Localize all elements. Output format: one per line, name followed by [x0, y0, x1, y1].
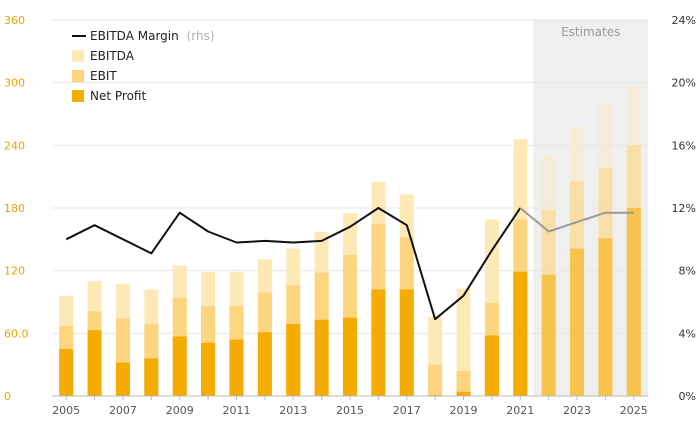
- y-left-tick-label: 180: [4, 202, 25, 215]
- axes: 0 0% 60.0 4% 120 8% 180 12% 240 16% 300 20% 360 24% 20…: [4, 14, 696, 417]
- svg-text:EBITDA Margin (rhs): EBITDA Margin (rhs): [90, 29, 215, 43]
- bar-net-profit: [456, 391, 471, 396]
- bars: [59, 85, 641, 397]
- legend-label-ebitda: EBITDA: [90, 49, 135, 63]
- y-left-tick-label: 360: [4, 14, 25, 27]
- bar-ebitda: [456, 288, 471, 396]
- x-tick-label: 2013: [279, 404, 307, 417]
- y-right-tick-label: 0%: [679, 390, 696, 403]
- x-tick-label: 2015: [336, 404, 364, 417]
- x-tick-label: 2005: [52, 404, 80, 417]
- y-right-tick-label: 20%: [672, 77, 696, 90]
- legend-label-rhs: (rhs): [187, 29, 215, 43]
- legend-swatch-ebit: [72, 70, 84, 82]
- y-right-tick-label: 8%: [679, 265, 696, 278]
- y-left-tick-label: 120: [4, 265, 25, 278]
- bar-ebit: [456, 370, 471, 396]
- x-tick-label: 2007: [109, 404, 137, 417]
- bar-net-profit: [513, 271, 528, 396]
- y-left-tick-label: 60.0: [4, 327, 29, 340]
- legend: EBITDA Margin (rhs) EBITDA EBIT Net Prof…: [72, 29, 215, 103]
- bar-net-profit: [541, 274, 556, 396]
- bar-net-profit: [371, 289, 386, 396]
- x-tick-label: 2009: [166, 404, 194, 417]
- bar-net-profit: [144, 358, 159, 396]
- y-right-tick-label: 12%: [672, 202, 696, 215]
- bar-net-profit: [257, 332, 272, 396]
- x-tick-label: 2023: [563, 404, 591, 417]
- x-tick-label: 2011: [222, 404, 250, 417]
- bar-net-profit: [229, 339, 244, 396]
- ebitda-margin-line-estimate: [519, 207, 634, 233]
- bar-net-profit: [598, 238, 613, 396]
- margin-line: [65, 207, 634, 321]
- y-left-tick-label: 240: [4, 139, 25, 152]
- bar-net-profit: [87, 330, 102, 396]
- bar-net-profit: [626, 208, 641, 396]
- estimates-label: Estimates: [561, 25, 620, 39]
- bar-net-profit: [570, 248, 585, 396]
- bar-net-profit: [343, 317, 357, 396]
- y-right-tick-label: 16%: [672, 139, 696, 152]
- bar-net-profit: [172, 336, 187, 396]
- ebitda-margin-line-actual: [65, 207, 522, 321]
- legend-swatch-ebitda: [72, 50, 84, 62]
- bar-net-profit: [115, 362, 130, 396]
- y-left-tick-label: 0: [4, 390, 11, 403]
- bar-net-profit: [59, 349, 74, 396]
- legend-label-net-profit: Net Profit: [90, 89, 146, 103]
- y-right-tick-label: 4%: [679, 327, 696, 340]
- bar-net-profit: [201, 342, 216, 396]
- bar-net-profit: [484, 335, 499, 396]
- x-tick-label: 2021: [506, 404, 534, 417]
- legend-swatch-net-profit: [72, 90, 84, 102]
- bar-net-profit: [314, 319, 329, 396]
- bar-net-profit: [286, 323, 301, 396]
- legend-label-ebit: EBIT: [90, 69, 117, 83]
- x-tick-label: 2017: [393, 404, 421, 417]
- legend-label-ebitda-margin: EBITDA Margin: [90, 29, 179, 43]
- y-right-tick-label: 24%: [672, 14, 696, 27]
- bar-net-profit: [428, 394, 443, 396]
- x-tick-label: 2025: [620, 404, 648, 417]
- y-left-tick-label: 300: [4, 77, 25, 90]
- x-tick-label: 2019: [450, 404, 478, 417]
- bar-net-profit: [399, 289, 414, 396]
- bar-ebit: [428, 364, 443, 396]
